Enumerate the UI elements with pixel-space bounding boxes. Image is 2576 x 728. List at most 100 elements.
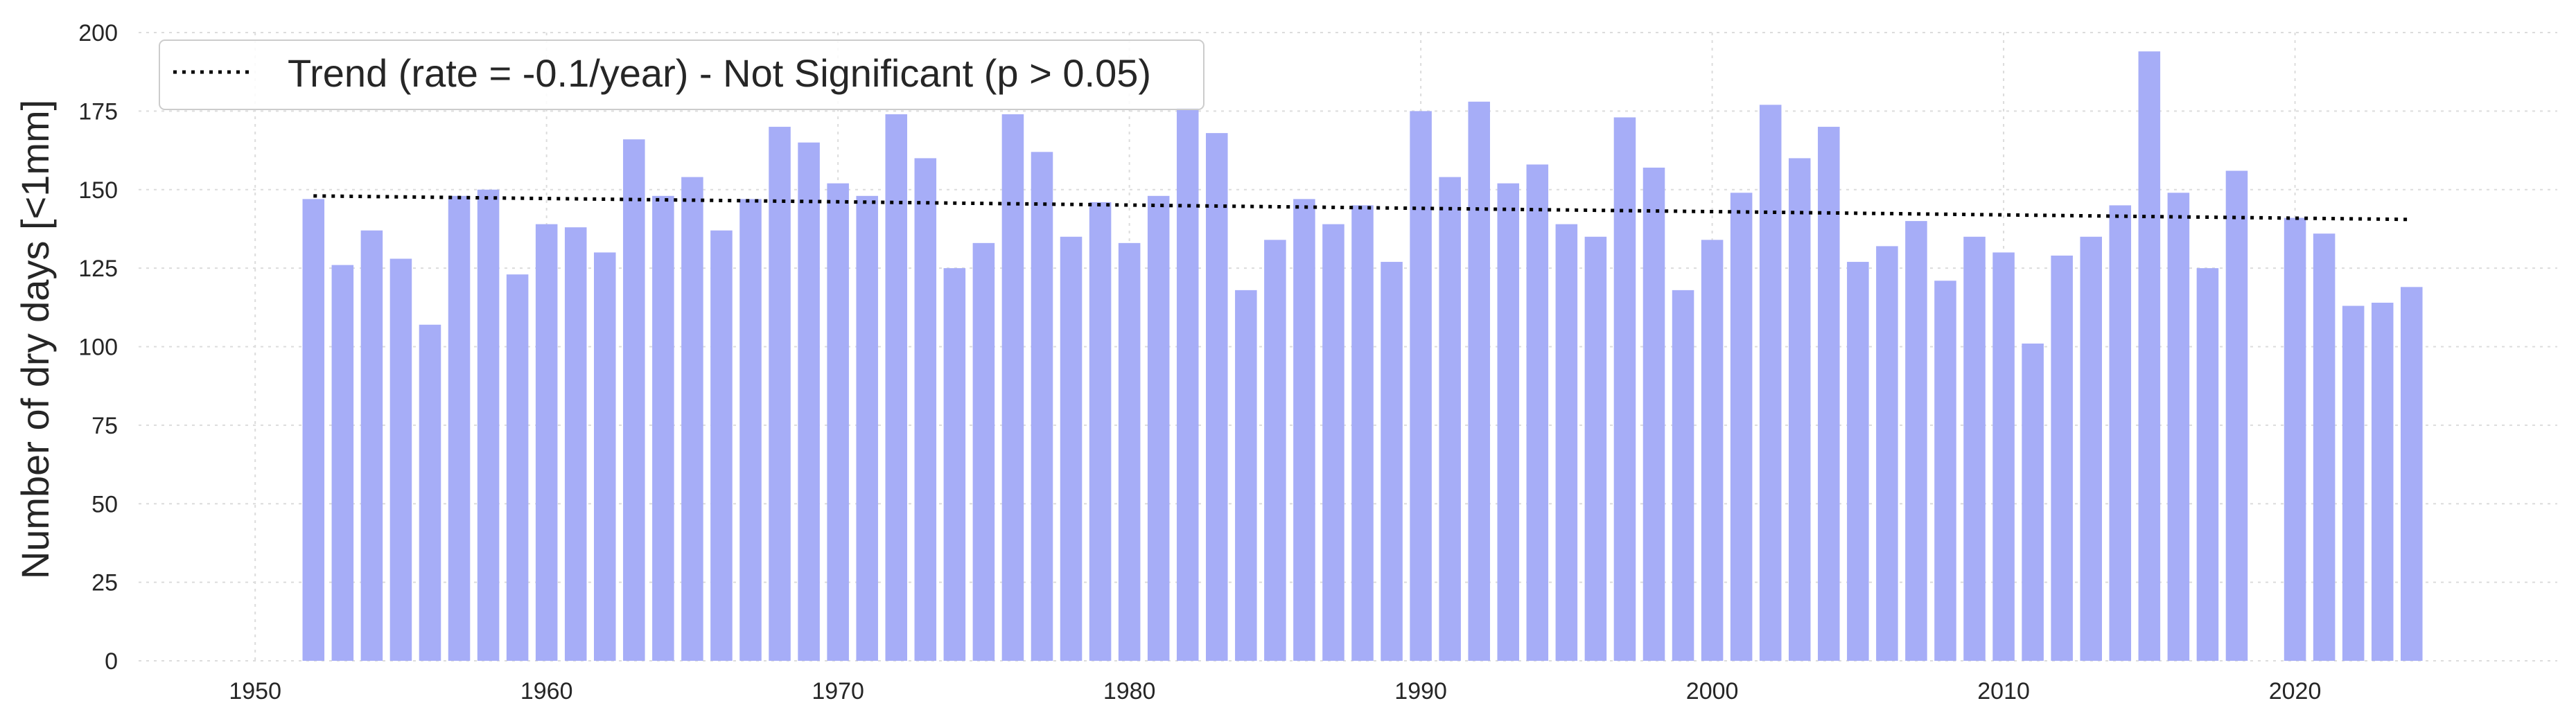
bars — [302, 51, 2423, 662]
bar — [1293, 199, 1315, 662]
bar — [681, 177, 703, 662]
y-tick-label: 175 — [78, 98, 118, 125]
bar — [302, 199, 325, 662]
bar — [1818, 127, 1840, 662]
bar — [506, 274, 529, 661]
bar — [623, 139, 645, 661]
bar — [943, 268, 966, 661]
bar — [594, 252, 616, 661]
bar — [1410, 111, 1432, 661]
bar — [2022, 343, 2044, 661]
y-axis-label: Number of dry days [<1mm] — [13, 100, 57, 579]
bar — [710, 230, 733, 662]
bar — [360, 230, 383, 662]
y-tick-label: 25 — [91, 570, 118, 596]
bar — [535, 224, 558, 661]
trend-line — [313, 194, 2412, 222]
bar — [2080, 236, 2102, 661]
y-tick-label: 0 — [105, 648, 118, 675]
bar — [652, 195, 674, 661]
bar — [1526, 164, 1549, 662]
bar — [477, 189, 500, 661]
y-tick-labels: 0 25 50 75 100 125 150 175 200 — [78, 20, 118, 675]
bar — [2225, 170, 2248, 662]
bar — [1060, 236, 1083, 661]
bar — [1701, 240, 1724, 661]
bar — [1176, 107, 1199, 662]
bar — [1264, 240, 1286, 661]
x-tick-label: 1990 — [1394, 678, 1447, 704]
bar — [2109, 205, 2132, 661]
bar — [331, 265, 354, 662]
bar — [1322, 224, 1344, 661]
bar — [1788, 158, 1811, 661]
bar — [2342, 305, 2365, 661]
bar — [856, 195, 878, 661]
bar — [1905, 221, 1927, 662]
legend-trend-label: Trend (rate = -0.1/year) - Not Significa… — [288, 51, 1151, 95]
bar — [914, 158, 937, 661]
bar — [1992, 252, 2015, 661]
bar — [419, 324, 441, 661]
x-tick-labels: 1950 1960 1970 1980 1990 2000 2010 2020 — [229, 678, 2321, 704]
bar — [885, 114, 908, 661]
x-tick-label: 1950 — [229, 678, 281, 704]
bar — [1206, 133, 1228, 661]
y-tick-label: 75 — [91, 413, 118, 439]
bar — [1613, 117, 1636, 661]
bar — [2371, 303, 2394, 661]
bar — [389, 258, 412, 661]
bar — [1672, 290, 1694, 661]
bar — [1934, 281, 1956, 661]
x-tick-label: 1960 — [520, 678, 573, 704]
y-tick-label: 100 — [78, 335, 118, 361]
bar — [1468, 101, 1490, 661]
bar — [972, 242, 995, 662]
x-tick-label: 2010 — [1977, 678, 2030, 704]
bar — [827, 183, 849, 661]
bar — [2313, 233, 2336, 661]
bar — [1381, 262, 1403, 661]
bar — [2167, 193, 2190, 661]
bar — [2196, 268, 2219, 661]
bar — [1235, 290, 1257, 661]
bar — [1351, 205, 1374, 661]
bar — [1089, 202, 1112, 661]
bar — [448, 195, 471, 661]
bar — [1642, 168, 1665, 661]
bar — [1147, 195, 1170, 661]
bar — [769, 127, 791, 662]
bar — [564, 227, 587, 661]
bar — [1730, 193, 1753, 661]
bar — [1876, 246, 1898, 661]
bar — [1497, 183, 1520, 661]
grid — [139, 32, 2557, 662]
bar — [1847, 262, 1869, 661]
bar — [1118, 242, 1141, 662]
legend-frame — [159, 39, 1204, 110]
x-tick-label: 2000 — [1686, 678, 1739, 704]
x-tick-label: 1970 — [812, 678, 864, 704]
bar — [798, 142, 820, 662]
y-tick-label: 200 — [78, 20, 118, 46]
bar — [2051, 255, 2073, 661]
trend-layer — [313, 194, 2412, 222]
bar — [1584, 236, 1607, 661]
bar — [1555, 224, 1578, 661]
bar — [1439, 177, 1461, 662]
y-tick-label: 125 — [78, 256, 118, 282]
bar — [1759, 105, 1782, 661]
y-tick-label: 50 — [91, 491, 118, 517]
bar — [2284, 217, 2306, 661]
bar — [1001, 114, 1024, 661]
x-tick-label: 2020 — [2269, 678, 2322, 704]
bar — [1963, 236, 1986, 661]
bar — [1031, 152, 1053, 661]
bar — [2138, 51, 2161, 661]
x-tick-label: 1980 — [1103, 678, 1156, 704]
legend: Trend (rate = -0.1/year) - Not Significa… — [159, 39, 1204, 110]
bar — [2400, 287, 2423, 662]
y-tick-label: 150 — [78, 177, 118, 204]
